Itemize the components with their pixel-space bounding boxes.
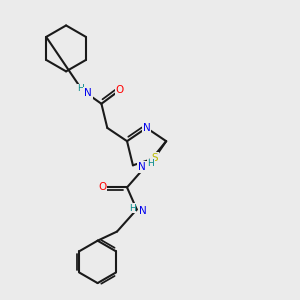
Text: H: H	[129, 203, 136, 212]
Text: N: N	[142, 123, 150, 133]
Text: N: N	[84, 88, 92, 98]
Text: O: O	[116, 85, 124, 95]
Text: H: H	[77, 84, 84, 93]
Text: N: N	[138, 162, 146, 172]
Text: H: H	[148, 159, 154, 168]
Text: S: S	[151, 153, 158, 163]
Text: N: N	[139, 206, 146, 216]
Text: O: O	[98, 182, 106, 192]
